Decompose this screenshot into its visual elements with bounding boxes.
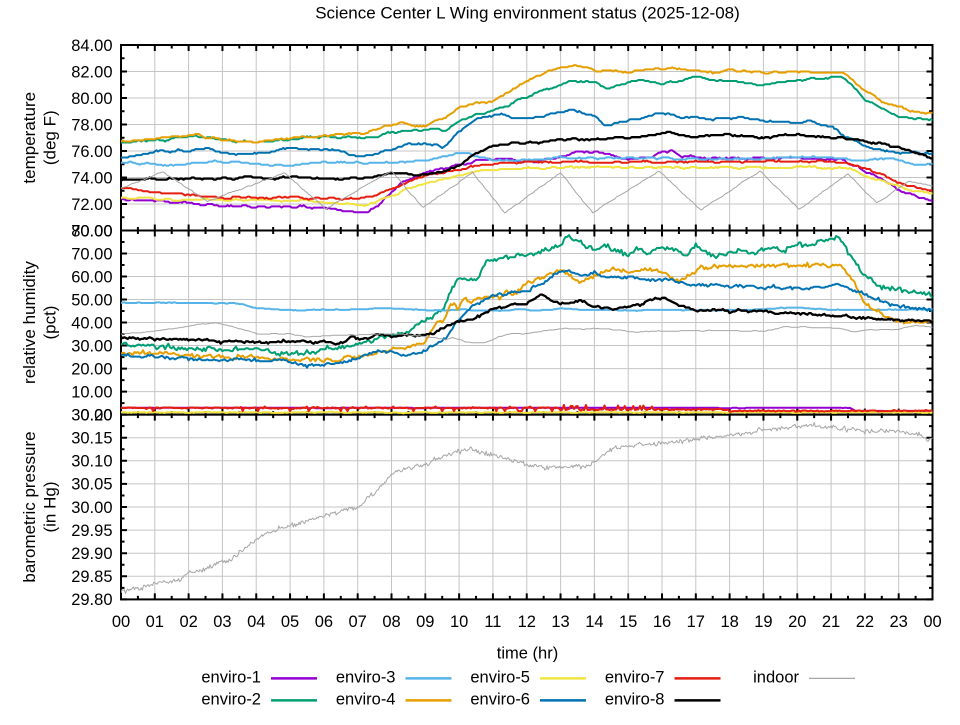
svg-text:03: 03	[213, 613, 231, 631]
svg-text:enviro-6: enviro-6	[470, 690, 530, 708]
svg-text:17: 17	[687, 613, 705, 631]
svg-text:30.20: 30.20	[71, 406, 112, 424]
svg-text:02: 02	[179, 613, 197, 631]
svg-text:20.00: 20.00	[71, 360, 112, 378]
svg-text:22: 22	[856, 613, 874, 631]
svg-text:18: 18	[720, 613, 738, 631]
svg-text:relative humidity: relative humidity	[20, 261, 39, 384]
svg-text:11: 11	[484, 613, 501, 631]
svg-text:enviro-1: enviro-1	[201, 668, 261, 686]
svg-text:50.00: 50.00	[71, 291, 112, 309]
svg-text:30.10: 30.10	[71, 453, 112, 471]
svg-text:29.80: 29.80	[71, 591, 112, 609]
svg-text:14: 14	[585, 613, 603, 631]
svg-text:74.00: 74.00	[71, 169, 112, 187]
svg-text:29.95: 29.95	[71, 522, 112, 540]
svg-text:60.00: 60.00	[71, 268, 112, 286]
svg-text:07: 07	[349, 613, 367, 631]
svg-text:enviro-5: enviro-5	[470, 668, 530, 686]
svg-text:10.00: 10.00	[71, 383, 112, 401]
svg-text:temperature: temperature	[20, 92, 39, 184]
svg-text:enviro-4: enviro-4	[336, 690, 396, 708]
svg-text:(pct): (pct)	[41, 306, 60, 340]
svg-text:00: 00	[923, 613, 941, 631]
svg-text:70.00: 70.00	[71, 222, 112, 240]
svg-text:80.00: 80.00	[71, 90, 112, 108]
svg-text:30.15: 30.15	[71, 430, 112, 448]
svg-text:enviro-2: enviro-2	[201, 690, 261, 708]
svg-text:enviro-3: enviro-3	[336, 668, 396, 686]
svg-text:08: 08	[382, 613, 400, 631]
svg-text:78.00: 78.00	[71, 116, 112, 134]
svg-text:72.00: 72.00	[71, 196, 112, 214]
svg-text:00: 00	[112, 613, 130, 631]
svg-text:84.00: 84.00	[71, 37, 112, 55]
svg-text:29.90: 29.90	[71, 545, 112, 563]
svg-text:40.00: 40.00	[71, 314, 112, 332]
svg-text:10: 10	[450, 613, 468, 631]
svg-text:19: 19	[754, 613, 772, 631]
svg-text:13: 13	[551, 613, 569, 631]
svg-text:time (hr): time (hr)	[497, 645, 558, 663]
svg-text:01: 01	[146, 613, 164, 631]
svg-text:06: 06	[315, 613, 333, 631]
svg-text:(deg F): (deg F)	[41, 110, 60, 165]
svg-text:enviro-7: enviro-7	[605, 668, 665, 686]
svg-text:enviro-8: enviro-8	[605, 690, 665, 708]
svg-text:16: 16	[653, 613, 671, 631]
svg-text:30.00: 30.00	[71, 499, 112, 517]
svg-text:29.85: 29.85	[71, 568, 112, 586]
svg-text:Science Center L Wing environm: Science Center L Wing environment status…	[315, 3, 740, 22]
svg-text:30.00: 30.00	[71, 337, 112, 355]
svg-text:23: 23	[890, 613, 908, 631]
svg-text:80.00: 80.00	[71, 222, 112, 240]
svg-text:20: 20	[788, 613, 806, 631]
svg-text:15: 15	[619, 613, 637, 631]
svg-text:(in Hg): (in Hg)	[41, 481, 60, 532]
svg-text:12: 12	[518, 613, 536, 631]
svg-text:09: 09	[416, 613, 434, 631]
svg-text:indoor: indoor	[753, 668, 799, 686]
svg-text:76.00: 76.00	[71, 143, 112, 161]
svg-text:21: 21	[822, 613, 840, 631]
svg-text:04: 04	[247, 613, 265, 631]
svg-text:70.00: 70.00	[71, 245, 112, 263]
svg-text:0.00: 0.00	[80, 406, 112, 424]
svg-text:05: 05	[281, 613, 299, 631]
svg-text:barometric pressure: barometric pressure	[20, 431, 39, 582]
svg-text:30.05: 30.05	[71, 476, 112, 494]
svg-text:82.00: 82.00	[71, 63, 112, 81]
